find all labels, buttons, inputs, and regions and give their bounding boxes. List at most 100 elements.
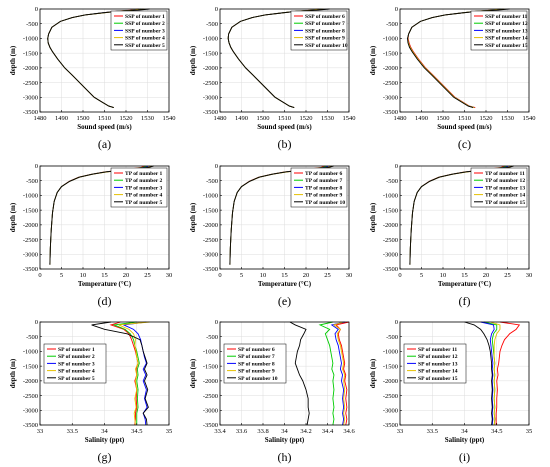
- legend-label: TP of number 12: [485, 178, 525, 184]
- x-tick-label: 34.5: [131, 428, 142, 435]
- legend-label: SP of number 10: [238, 376, 278, 382]
- legend-label: SSP of number 12: [485, 21, 528, 27]
- y-tick-label: -1000: [23, 36, 38, 43]
- y-tick-label: -2000: [203, 378, 218, 385]
- x-tick-label: 0: [398, 272, 401, 279]
- y-axis-label: depth (m): [369, 45, 377, 75]
- y-tick-label: -3500: [383, 422, 398, 429]
- series-line-5: [47, 8, 150, 109]
- series-line-1: [495, 321, 521, 425]
- y-axis-label: depth (m): [9, 45, 17, 75]
- legend-label: TP of number 4: [125, 193, 163, 199]
- x-tick-label: 1540: [343, 115, 356, 122]
- x-axis-label: Sound speed (m/s): [437, 123, 492, 131]
- y-tick-label: -500: [26, 21, 38, 28]
- legend-label: SP of number 1: [58, 347, 95, 353]
- x-axis-label: Salinity (ppt): [85, 436, 125, 444]
- panel-letter: (g): [98, 450, 112, 464]
- y-tick-label: -3000: [203, 407, 218, 414]
- y-tick-label: -2000: [203, 65, 218, 72]
- y-axis-label: depth (m): [369, 202, 377, 232]
- y-tick-label: -2500: [23, 80, 38, 87]
- x-tick-label: 25: [144, 272, 151, 279]
- legend-label: SSP of number 1: [125, 14, 165, 20]
- legend-label: SP of number 13: [418, 361, 458, 367]
- legend-label: SP of number 14: [418, 369, 458, 375]
- x-tick-label: 1490: [415, 115, 428, 122]
- y-tick-label: -1000: [383, 193, 398, 200]
- panel-i: 33 33.5 34 34.5 35 0 -500 -1000 -1500 -2000 -2500 -…: [369, 319, 532, 464]
- x-tick-label: 0: [38, 272, 41, 279]
- panel-letter: (i): [459, 450, 470, 464]
- panel-d: 0 5 10 15 20 25 30 0 -500 -1000 -1500 -2000 -2500 -30…: [9, 163, 172, 308]
- x-axis-label: Temperature (°C): [78, 280, 132, 288]
- y-tick-label: -1000: [203, 36, 218, 43]
- series-line-1: [335, 321, 350, 426]
- series-line-3: [480, 321, 495, 426]
- legend-label: TP of number 13: [485, 185, 525, 191]
- panel-letter: (c): [458, 137, 471, 151]
- x-tick-label: 1520: [120, 115, 133, 122]
- legend-box: [470, 167, 528, 208]
- y-tick-label: 0: [35, 163, 38, 170]
- y-tick-label: -1500: [23, 363, 38, 370]
- panel-letter: (e): [278, 294, 291, 308]
- legend-label: TP of number 3: [125, 185, 163, 191]
- legend-label: TP of number 6: [305, 171, 343, 177]
- legend-label: SSP of number 15: [485, 43, 528, 49]
- x-tick-label: 34.6: [343, 428, 355, 435]
- x-tick-label: 15: [281, 272, 288, 279]
- series-line-1: [109, 321, 139, 426]
- x-tick-label: 20: [123, 272, 130, 279]
- legend-label: SSP of number 9: [305, 36, 345, 42]
- series-line-3: [330, 321, 345, 426]
- legend-label: TP of number 5: [125, 200, 163, 206]
- series-line-3: [122, 321, 148, 426]
- x-tick-label: 10: [260, 272, 267, 279]
- y-tick-label: -500: [26, 334, 38, 341]
- x-tick-label: 15: [101, 272, 108, 279]
- legend-label: SSP of number 2: [125, 21, 165, 27]
- series-line-4: [490, 321, 501, 426]
- x-tick-label: 25: [504, 272, 511, 279]
- x-tick-label: 25: [324, 272, 331, 279]
- x-tick-label: 1480: [394, 115, 407, 122]
- x-tick-label: 34.2: [300, 428, 311, 435]
- x-tick-label: 1540: [523, 115, 536, 122]
- x-tick-label: 20: [303, 272, 310, 279]
- y-tick-label: -1000: [203, 193, 218, 200]
- panel-letter: (h): [278, 450, 292, 464]
- legend-label: SP of number 9: [238, 369, 275, 375]
- y-tick-label: -3500: [383, 109, 398, 116]
- legend-label: SSP of number 11: [485, 14, 528, 20]
- y-tick-label: 0: [395, 6, 398, 13]
- x-tick-label: 1490: [55, 115, 68, 122]
- x-tick-label: 33.4: [214, 428, 226, 435]
- panel-b: 1480 1490 1500 1510 1520 1530 1540 0 -500 -1000 -1…: [189, 6, 356, 151]
- x-tick-label: 0: [218, 272, 221, 279]
- y-tick-label: -500: [206, 334, 218, 341]
- y-tick-label: -500: [386, 334, 398, 341]
- x-tick-label: 35: [526, 428, 533, 435]
- panel-c: 1480 1490 1500 1510 1520 1530 1540 0 -500 -1000 -1…: [369, 6, 536, 151]
- y-axis-label: depth (m): [9, 202, 17, 232]
- legend-label: TP of number 15: [485, 200, 525, 206]
- x-tick-label: 1530: [321, 115, 334, 122]
- x-tick-label: 1500: [437, 115, 450, 122]
- x-tick-label: 33: [397, 428, 404, 435]
- y-tick-label: -500: [386, 21, 398, 28]
- x-tick-label: 34: [101, 428, 108, 435]
- x-tick-label: 1490: [235, 115, 248, 122]
- y-tick-label: -2500: [203, 237, 218, 244]
- y-tick-label: -2000: [23, 378, 38, 385]
- x-tick-label: 20: [483, 272, 490, 279]
- x-tick-label: 34: [281, 428, 288, 435]
- y-tick-label: -1500: [383, 363, 398, 370]
- y-axis-label: depth (m): [189, 358, 197, 388]
- x-tick-label: 33.8: [257, 428, 268, 435]
- series-line-4: [118, 321, 150, 426]
- panel-g: 33 33.5 34 34.5 35 0 -500 -1000 -1500 -2000 -2500 -…: [9, 319, 172, 464]
- y-tick-label: -3500: [203, 109, 218, 116]
- y-tick-label: -2500: [23, 237, 38, 244]
- y-tick-label: -3500: [23, 422, 38, 429]
